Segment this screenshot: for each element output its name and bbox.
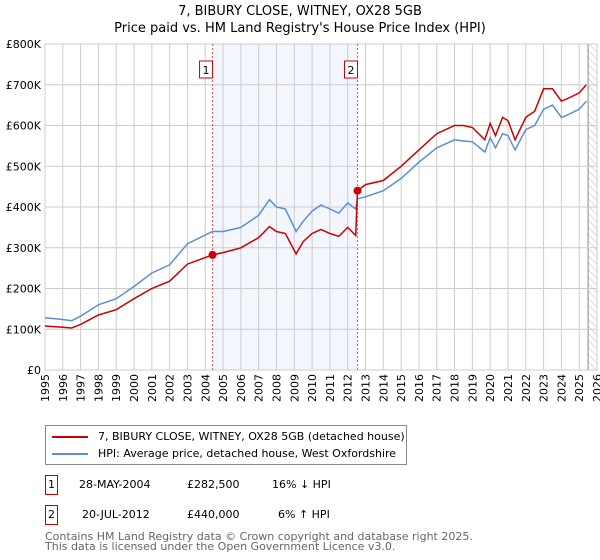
x-tick-label: 2020 [484,374,497,402]
x-tick-label: 1996 [57,374,70,402]
x-tick-label: 2017 [431,374,444,402]
x-tick-label: 2024 [555,374,568,402]
x-tick-label: 2003 [181,374,194,402]
x-tick-label: 2010 [306,374,319,402]
x-tick-label: 2007 [253,374,266,402]
x-tick-label: 2021 [502,374,515,402]
x-tick-label: 2022 [520,374,533,402]
x-tick-label: 2001 [146,374,159,402]
x-tick-label: 2013 [360,374,373,402]
x-tick-label: 2015 [395,374,408,402]
transaction-number: 2 [45,505,58,525]
legend-swatch-blue [52,452,88,455]
footer-line: Contains HM Land Registry data © Crown c… [45,530,473,543]
plot-area: 1995 1996 1997 1998 1999 2000 2001 2002 2003 2004… [6,38,600,402]
x-tick-label: 2014 [377,374,390,402]
transaction-price: £440,000 [187,508,240,521]
y-tick-label: £700K [6,79,42,92]
sale-label-box [199,60,214,79]
legend-item-property: 7, BIBURY CLOSE, WITNEY, OX28 5GB (detac… [52,430,405,443]
footer: Contains HM Land Registry data © Crown c… [45,530,473,553]
x-tick-label: 2023 [538,374,551,402]
x-tick-label: 2018 [449,374,462,402]
x-tick-label: 2008 [270,374,283,402]
legend-swatch-red [52,435,88,438]
x-tick-label: 2016 [413,374,426,402]
sale-label: 1 [203,64,210,77]
x-tick-label: 2012 [342,374,355,402]
x-tick-label: 2009 [288,374,301,402]
x-tick-label: 2005 [217,374,230,402]
transaction-hpi: 16% ↓ HPI [272,478,331,491]
y-tick-label: £0 [27,364,41,377]
x-tick-label: 2026 [591,374,600,402]
x-tick-label: 2000 [128,374,141,402]
x-tick-label: 1998 [92,374,105,402]
chart-title: 7, BIBURY CLOSE, WITNEY, OX28 5GB [178,4,422,19]
transaction-date: 28-MAY-2004 [79,478,151,491]
x-tick-label: 2011 [324,374,337,402]
x-tick-label: 1997 [75,374,88,402]
y-tick-label: £200K [6,283,42,296]
x-tick-label: 2006 [235,374,248,402]
x-tick-label: 1999 [110,374,123,402]
y-tick-label: £100K [6,323,42,336]
x-tick-label: 2025 [573,374,586,402]
transaction-number: 1 [45,475,58,495]
sale-point [208,250,217,259]
transaction-date: 20-JUL-2012 [82,508,150,521]
sale-point [353,186,362,195]
sale-label-box [344,60,359,79]
legend-item-hpi: HPI: Average price, detached house, West… [52,447,396,460]
chart-subtitle: Price paid vs. HM Land Registry's House … [114,21,486,36]
series-line [44,84,587,329]
legend-label: HPI: Average price, detached house, West… [98,447,397,460]
footer-line: This data is licensed under the Open Gov… [45,540,396,553]
transaction-price: £282,500 [187,478,240,491]
legend: 7, BIBURY CLOSE, WITNEY, OX28 5GB (detac… [45,425,407,465]
legend-label: 7, BIBURY CLOSE, WITNEY, OX28 5GB (detac… [98,430,405,443]
y-tick-label: £500K [6,160,42,173]
x-tick-label: 2019 [466,374,479,402]
x-tick-label: 2004 [199,374,212,402]
y-tick-label: £800K [6,38,42,51]
x-tick-label: 1995 [39,374,52,402]
y-tick-label: £600K [6,120,42,133]
y-tick-label: £300K [6,242,42,255]
y-tick-label: £400K [6,201,42,214]
transaction-hpi: 6% ↑ HPI [278,508,330,521]
series-line [44,100,587,322]
sale-label: 2 [348,64,355,77]
x-tick-label: 2002 [164,374,177,402]
